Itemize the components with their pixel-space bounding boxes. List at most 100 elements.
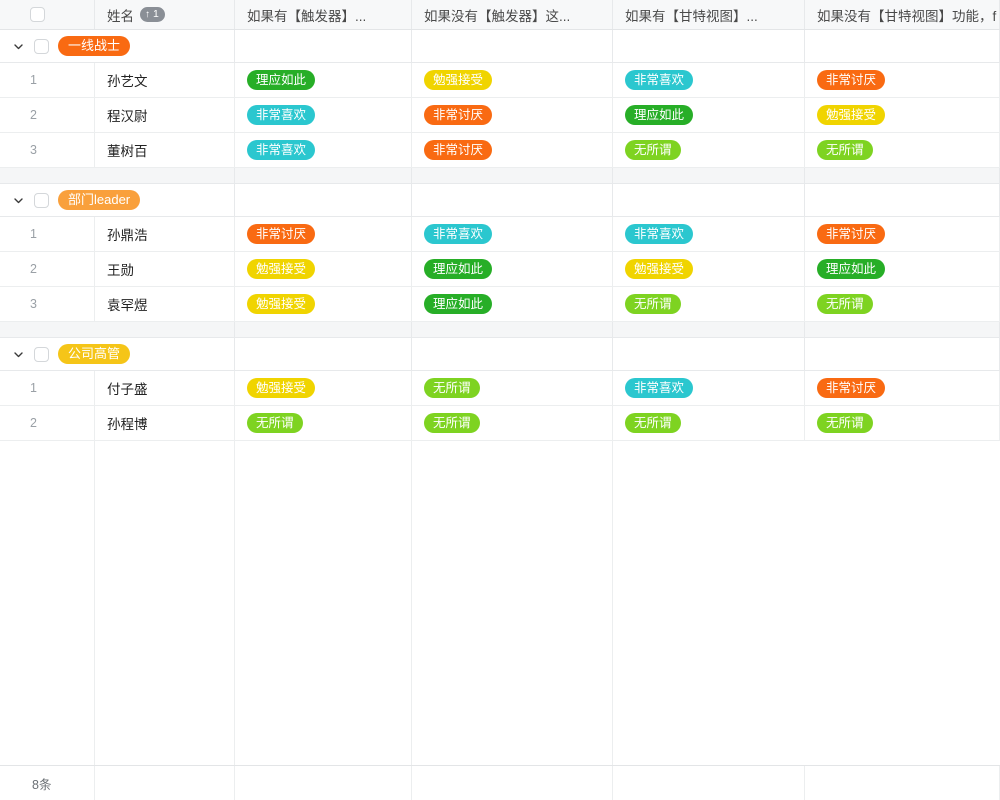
cell-name[interactable]: 孙鼎浩 <box>95 217 235 251</box>
select-all-checkbox[interactable] <box>30 7 45 22</box>
footer-name-cell <box>95 766 235 800</box>
choice-tag: 非常讨厌 <box>817 378 886 398</box>
choice-tag: 无所谓 <box>817 413 873 433</box>
choice-tag: 非常讨厌 <box>424 140 493 160</box>
group-separator <box>0 168 1000 184</box>
choice-tag: 无所谓 <box>424 413 480 433</box>
cell-q3[interactable]: 非常喜欢 <box>613 371 805 405</box>
cell-q2[interactable]: 无所谓 <box>412 371 613 405</box>
cell-q2[interactable]: 无所谓 <box>412 406 613 440</box>
cell-q4[interactable]: 非常讨厌 <box>805 217 1000 251</box>
sort-badge[interactable]: ↑ 1 <box>140 7 165 22</box>
header-column-name[interactable]: 姓名 ↑ 1 <box>95 0 235 29</box>
header-column-q3[interactable]: 如果有【甘特视图】... <box>613 0 805 29</box>
choice-tag: 无所谓 <box>247 413 303 433</box>
cell-q1[interactable]: 非常喜欢 <box>235 133 412 167</box>
group-header-q2 <box>412 338 613 370</box>
choice-tag: 非常喜欢 <box>424 224 493 244</box>
cell-q3[interactable]: 非常喜欢 <box>613 217 805 251</box>
cell-q1[interactable]: 勉强接受 <box>235 371 412 405</box>
choice-tag: 勉强接受 <box>424 70 493 90</box>
table-row[interactable]: 1 付子盛 勉强接受 无所谓 非常喜欢 非常讨厌 <box>0 371 1000 406</box>
table-row[interactable]: 2 孙程博 无所谓 无所谓 无所谓 无所谓 <box>0 406 1000 441</box>
cell-q4[interactable]: 勉强接受 <box>805 98 1000 132</box>
group-select-checkbox[interactable] <box>34 38 49 54</box>
footer-q2-cell <box>412 766 613 800</box>
group-tag[interactable]: 部门leader <box>58 190 141 210</box>
group-select-checkbox[interactable] <box>34 346 49 362</box>
cell-q1[interactable]: 勉强接受 <box>235 252 412 286</box>
choice-tag: 勉强接受 <box>247 259 316 279</box>
cell-name[interactable]: 王勋 <box>95 252 235 286</box>
cell-name[interactable]: 孙艺文 <box>95 63 235 97</box>
cell-q3[interactable]: 勉强接受 <box>613 252 805 286</box>
group-header-rest <box>235 30 1000 62</box>
cell-q3[interactable]: 无所谓 <box>613 133 805 167</box>
cell-q4[interactable]: 无所谓 <box>805 287 1000 321</box>
choice-tag: 非常讨厌 <box>817 70 886 90</box>
group-separator-q2 <box>412 168 613 183</box>
group-separator-q4 <box>805 322 1000 337</box>
cell-q3[interactable]: 非常喜欢 <box>613 63 805 97</box>
cell-q3[interactable]: 无所谓 <box>613 287 805 321</box>
sort-order-number: 1 <box>153 8 159 20</box>
group-tag[interactable]: 一线战士 <box>58 36 131 56</box>
choice-tag: 理应如此 <box>424 259 493 279</box>
cell-q4[interactable]: 无所谓 <box>805 133 1000 167</box>
row-number: 3 <box>0 287 95 321</box>
group-header-row: 公司高管 <box>0 338 1000 371</box>
choice-tag: 勉强接受 <box>247 378 316 398</box>
table-row[interactable]: 1 孙鼎浩 非常讨厌 非常喜欢 非常喜欢 非常讨厌 <box>0 217 1000 252</box>
table-row[interactable]: 2 程汉尉 非常喜欢 非常讨厌 理应如此 勉强接受 <box>0 98 1000 133</box>
group-header-q1 <box>235 30 412 62</box>
cell-name[interactable]: 程汉尉 <box>95 98 235 132</box>
cell-q3[interactable]: 无所谓 <box>613 406 805 440</box>
cell-q4[interactable]: 非常讨厌 <box>805 371 1000 405</box>
chevron-down-icon[interactable] <box>11 193 25 207</box>
header-column-q4[interactable]: 如果没有【甘特视图】功能，f <box>805 0 1000 29</box>
group-tag[interactable]: 公司高管 <box>58 344 131 364</box>
row-number: 2 <box>0 252 95 286</box>
cell-name[interactable]: 孙程博 <box>95 406 235 440</box>
cell-name[interactable]: 董树百 <box>95 133 235 167</box>
cell-q1[interactable]: 无所谓 <box>235 406 412 440</box>
group-header-q4 <box>805 338 1000 370</box>
group-header-left: 公司高管 <box>0 338 235 370</box>
cell-q1[interactable]: 理应如此 <box>235 63 412 97</box>
table-row[interactable]: 3 董树百 非常喜欢 非常讨厌 无所谓 无所谓 <box>0 133 1000 168</box>
cell-q2[interactable]: 勉强接受 <box>412 63 613 97</box>
group-separator-q3 <box>613 168 805 183</box>
cell-q1[interactable]: 非常喜欢 <box>235 98 412 132</box>
cell-q2[interactable]: 理应如此 <box>412 252 613 286</box>
footer-q1-cell <box>235 766 412 800</box>
cell-q3[interactable]: 理应如此 <box>613 98 805 132</box>
header-column-q2[interactable]: 如果没有【触发器】这... <box>412 0 613 29</box>
cell-q1[interactable]: 勉强接受 <box>235 287 412 321</box>
chevron-down-icon[interactable] <box>11 347 25 361</box>
footer-q4-cell <box>805 766 1000 800</box>
header-column-q1[interactable]: 如果有【触发器】... <box>235 0 412 29</box>
cell-q4[interactable]: 理应如此 <box>805 252 1000 286</box>
choice-tag: 理应如此 <box>424 294 493 314</box>
table-header-row: 姓名 ↑ 1 如果有【触发器】... 如果没有【触发器】这... 如果有【甘特视… <box>0 0 1000 30</box>
table-row[interactable]: 1 孙艺文 理应如此 勉强接受 非常喜欢 非常讨厌 <box>0 63 1000 98</box>
cell-q2[interactable]: 理应如此 <box>412 287 613 321</box>
table-row[interactable]: 2 王勋 勉强接受 理应如此 勉强接受 理应如此 <box>0 252 1000 287</box>
cell-q1[interactable]: 非常讨厌 <box>235 217 412 251</box>
cell-q2[interactable]: 非常喜欢 <box>412 217 613 251</box>
cell-q2[interactable]: 非常讨厌 <box>412 133 613 167</box>
table-row[interactable]: 3 袁罕煜 勉强接受 理应如此 无所谓 无所谓 <box>0 287 1000 322</box>
cell-name[interactable]: 袁罕煜 <box>95 287 235 321</box>
cell-q4[interactable]: 无所谓 <box>805 406 1000 440</box>
group-separator-left <box>0 322 235 337</box>
sort-arrow-up-icon: ↑ <box>145 9 150 20</box>
chevron-down-icon[interactable] <box>11 39 25 53</box>
choice-tag: 理应如此 <box>817 259 886 279</box>
header-select-all-cell <box>0 0 95 29</box>
cell-q4[interactable]: 非常讨厌 <box>805 63 1000 97</box>
cell-q2[interactable]: 非常讨厌 <box>412 98 613 132</box>
cell-name[interactable]: 付子盛 <box>95 371 235 405</box>
group-select-checkbox[interactable] <box>34 192 49 208</box>
record-count: 8条 <box>0 766 95 800</box>
choice-tag: 无所谓 <box>625 294 681 314</box>
